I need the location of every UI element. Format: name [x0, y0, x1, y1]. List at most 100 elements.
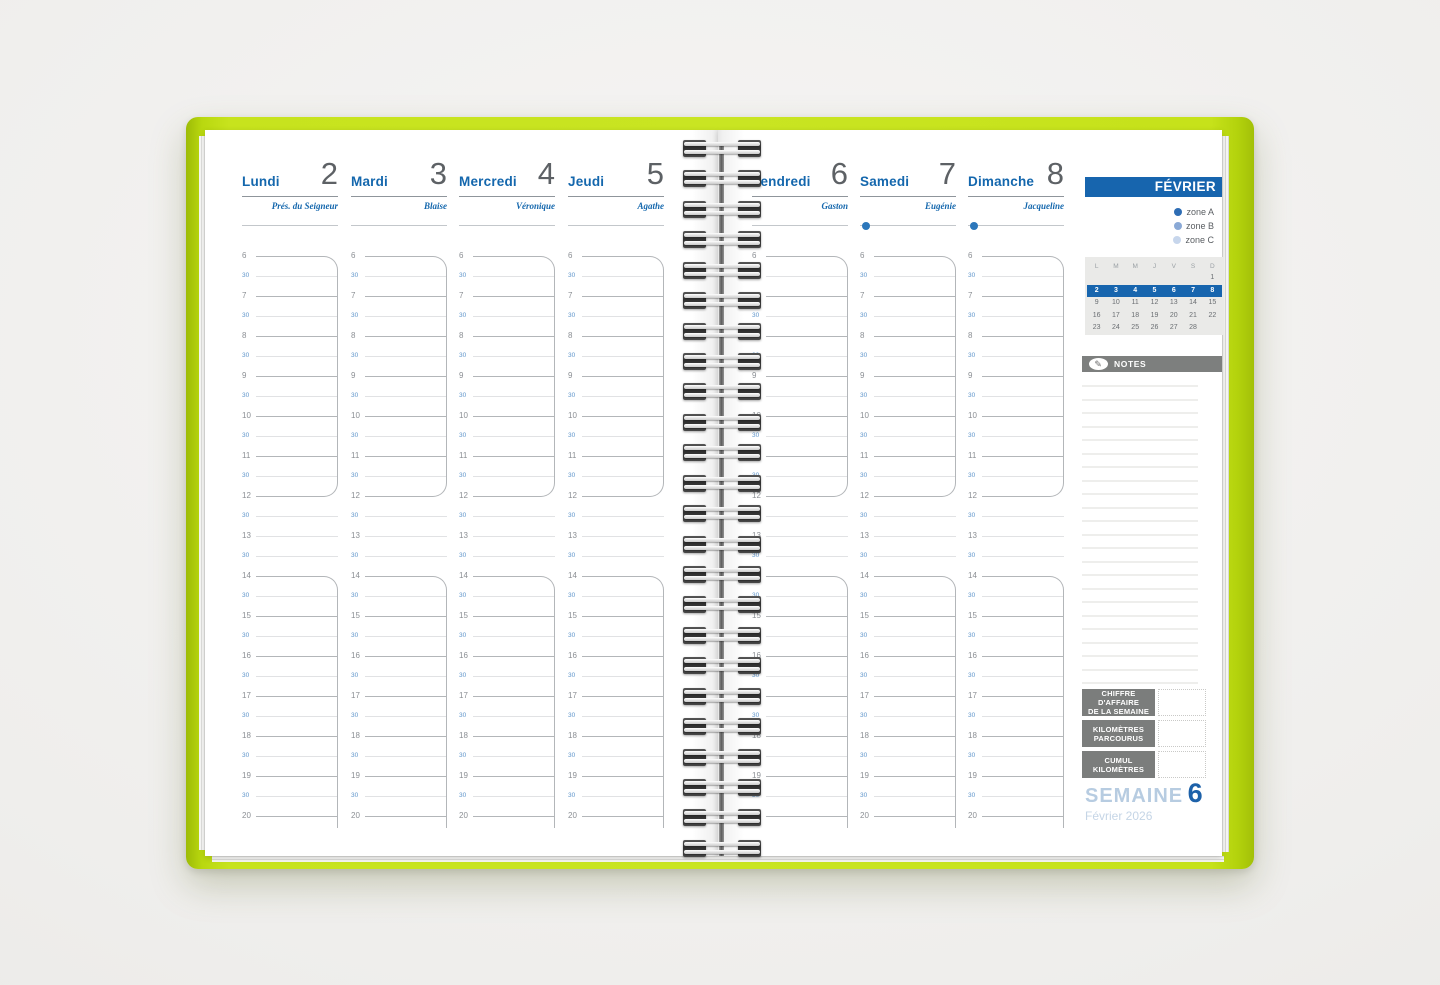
time-half-label: 30	[568, 632, 576, 639]
time-hour-label: 11	[860, 451, 869, 460]
time-half-label: 30	[459, 752, 467, 759]
spiral-wire	[684, 363, 760, 367]
time-hour-label: 16	[568, 651, 577, 660]
day-name: Samedi	[860, 174, 910, 189]
time-hour-label: 9	[752, 371, 757, 380]
time-slot-line	[582, 656, 664, 657]
time-slot-line	[982, 356, 1064, 357]
time-half-label: 30	[242, 312, 250, 319]
time-hour-label: 18	[752, 731, 761, 740]
calendar-day-cell: 19	[1150, 311, 1159, 319]
time-hour-label: 13	[860, 531, 869, 540]
time-half-label: 30	[860, 272, 868, 279]
time-slot-line	[582, 676, 664, 677]
spiral-wire	[684, 750, 760, 755]
notes-line	[1082, 493, 1198, 495]
time-slot-line	[874, 776, 956, 777]
time-slot-line	[365, 776, 447, 777]
time-slot-line	[256, 636, 338, 637]
time-slot-line	[982, 776, 1064, 777]
stat-row: KILOMÈTRES PARCOURUS	[1082, 720, 1208, 747]
time-hour-label: 13	[752, 531, 765, 540]
time-hour-label: 15	[459, 611, 468, 620]
calendar-day-cell	[1126, 272, 1145, 284]
time-half-label: 30	[568, 752, 576, 759]
time-hour-label: 7	[968, 291, 973, 300]
time-slot-line	[473, 736, 555, 737]
time-hour-label: 6	[351, 251, 356, 260]
time-slot-line	[874, 796, 956, 797]
time-half-label: 30	[968, 792, 976, 799]
time-slot-line	[256, 796, 338, 797]
saint-name: Agathe	[637, 201, 664, 211]
time-hour-label: 8	[242, 331, 247, 340]
day-number: 6	[830, 156, 848, 191]
day-number: 5	[646, 156, 664, 191]
spiral-wire	[684, 728, 760, 733]
time-hour-label: 18	[242, 731, 251, 740]
time-half-label: 30	[351, 672, 359, 679]
time-hour-label: 8	[568, 331, 573, 340]
spiral-wire	[684, 667, 760, 672]
time-slot-line	[982, 436, 1064, 437]
time-hour-label: 15	[752, 611, 761, 620]
spiral-loop	[683, 261, 761, 281]
time-slot-line	[982, 336, 1064, 337]
stat-value-box	[1158, 751, 1206, 778]
calendar-weekday-header: L	[1094, 262, 1099, 270]
day-column-mercredi: Mercredi 4 Véronique 6 30 7 30 8 30 9 30 10 30 11 30 12…	[459, 130, 555, 856]
time-slot-line	[766, 476, 848, 477]
time-slot-line	[766, 296, 848, 297]
time-half-label: 30	[968, 392, 976, 399]
calendar-weekday-header: M	[1132, 262, 1138, 270]
time-half-label: 30	[351, 352, 359, 359]
spiral-wire	[684, 302, 760, 307]
notes-line	[1082, 601, 1198, 603]
time-slot-line	[256, 396, 338, 397]
time-hour-label: 14	[242, 571, 251, 580]
stat-row: CUMUL KILOMÈTRES	[1082, 751, 1208, 778]
time-slot-line	[582, 736, 664, 737]
time-slot-line	[874, 416, 956, 417]
spiral-loop	[683, 322, 761, 342]
calendar-day-cell: 8	[1202, 284, 1222, 298]
calendar-day-cell: 23	[1092, 323, 1101, 331]
time-half-label: 30	[459, 592, 467, 599]
time-half-label: 30	[860, 672, 868, 679]
time-slot-line	[766, 796, 848, 797]
time-hour-label: 20	[351, 811, 360, 820]
time-slot-line	[874, 816, 956, 817]
time-hour-label: 20	[968, 811, 977, 820]
time-half-label: 30	[242, 552, 250, 559]
day-underline	[568, 196, 664, 197]
morning-block-border	[874, 256, 956, 497]
time-hour-label: 12	[860, 491, 869, 500]
time-hour-label: 11	[568, 451, 577, 460]
time-half-label: 30	[568, 592, 576, 599]
time-half-label: 30	[459, 352, 467, 359]
time-half-label: 30	[351, 432, 359, 439]
day-name: Jeudi	[568, 174, 605, 189]
time-slot-line	[874, 376, 956, 377]
time-half-label: 30	[860, 712, 868, 719]
time-slot-line	[473, 356, 555, 357]
morning-block-border	[365, 256, 447, 497]
spiral-wire	[684, 415, 760, 420]
notes-line	[1082, 439, 1198, 441]
notes-line	[1082, 479, 1198, 482]
time-half-label: 30	[242, 512, 250, 519]
zone-label: zone C	[1185, 235, 1214, 245]
time-slot-line	[982, 696, 1064, 697]
time-half-label: 30	[459, 632, 467, 639]
time-slot-line	[766, 376, 848, 377]
calendar-day-cell: 16	[1092, 311, 1101, 319]
time-hour-label: 16	[459, 651, 468, 660]
time-slot-line	[766, 356, 848, 357]
time-slot-line	[982, 456, 1064, 457]
time-hour-label: 6	[459, 251, 464, 260]
time-slot-line	[982, 756, 1064, 757]
day-name: Mardi	[351, 174, 389, 189]
spiral-loop	[683, 839, 761, 859]
time-half-label: 30	[459, 672, 467, 679]
time-slot-line	[582, 316, 664, 317]
